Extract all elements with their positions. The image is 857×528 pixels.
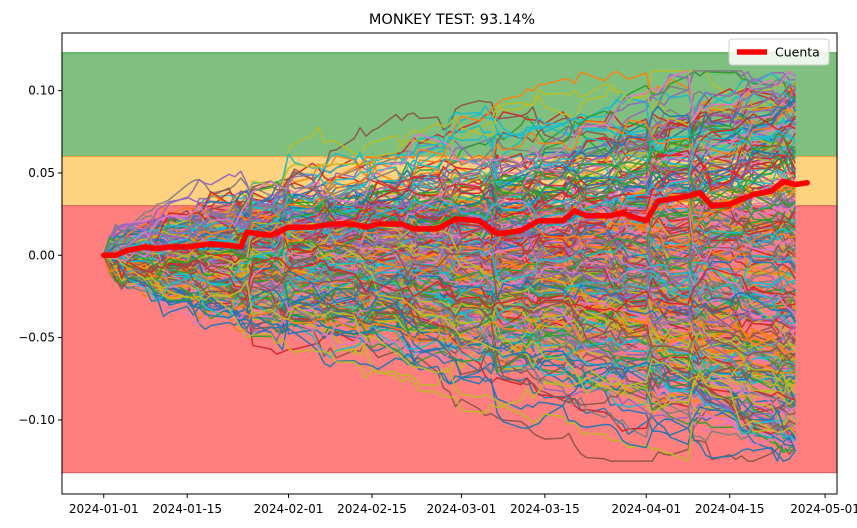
simulated-path <box>102 120 796 276</box>
simulated-paths <box>102 70 797 462</box>
simulated-path <box>103 70 796 262</box>
legend-box <box>728 38 830 66</box>
simulated-path <box>103 254 796 409</box>
plot-frame <box>61 32 838 495</box>
legend: Cuenta <box>728 38 830 66</box>
x-tick-label: 2024-04-15 <box>695 502 765 516</box>
simulated-path <box>103 244 796 360</box>
x-tick-label: 2024-03-15 <box>510 502 580 516</box>
simulated-path <box>103 126 796 260</box>
simulated-path <box>103 203 796 328</box>
y-tick-label: −0.05 <box>18 331 55 345</box>
x-tick-label: 2024-01-15 <box>152 502 222 516</box>
simulated-path <box>103 174 796 370</box>
simulated-path <box>103 247 796 354</box>
x-tick-label: 2024-01-01 <box>69 502 139 516</box>
simulated-path <box>102 255 796 360</box>
simulated-path <box>103 253 796 316</box>
y-tick-label: −0.10 <box>18 413 55 427</box>
axes: 2024-01-01 2024-01-15 2024-02-01 2024-02-15… <box>18 32 857 516</box>
simulated-path <box>103 196 796 285</box>
simulated-path <box>103 213 796 327</box>
y-tick-label: 0.10 <box>28 84 55 98</box>
simulated-path <box>103 230 796 315</box>
series-line-cuenta <box>100 178 810 259</box>
x-tick-label: 2024-04-01 <box>611 502 681 516</box>
series-cuenta <box>100 178 810 259</box>
simulated-path <box>103 244 796 325</box>
simulated-path <box>103 129 796 257</box>
x-tick-label: 2024-02-01 <box>254 502 324 516</box>
x-tick-label: 2024-02-15 <box>337 502 407 516</box>
simulated-path <box>103 221 796 436</box>
simulated-path <box>103 245 796 452</box>
simulated-path <box>103 253 796 421</box>
simulated-path <box>103 232 796 353</box>
chart-title: MONKEY TEST: 93.14% <box>369 12 535 28</box>
y-tick-label: 0.05 <box>28 166 55 180</box>
simulated-path <box>102 70 796 256</box>
simulated-path <box>103 108 796 273</box>
simulated-path <box>103 250 796 313</box>
simulated-path <box>103 121 796 266</box>
simulated-path <box>103 242 796 320</box>
simulated-path <box>103 253 796 384</box>
legend-label-cuenta: Cuenta <box>775 45 820 60</box>
x-tick-label: 2024-03-01 <box>427 502 497 516</box>
x-tick-label: 2024-05-01 <box>790 502 857 516</box>
y-tick-label: 0.00 <box>28 248 55 262</box>
simulated-path <box>103 254 796 379</box>
simulated-path <box>103 218 796 395</box>
